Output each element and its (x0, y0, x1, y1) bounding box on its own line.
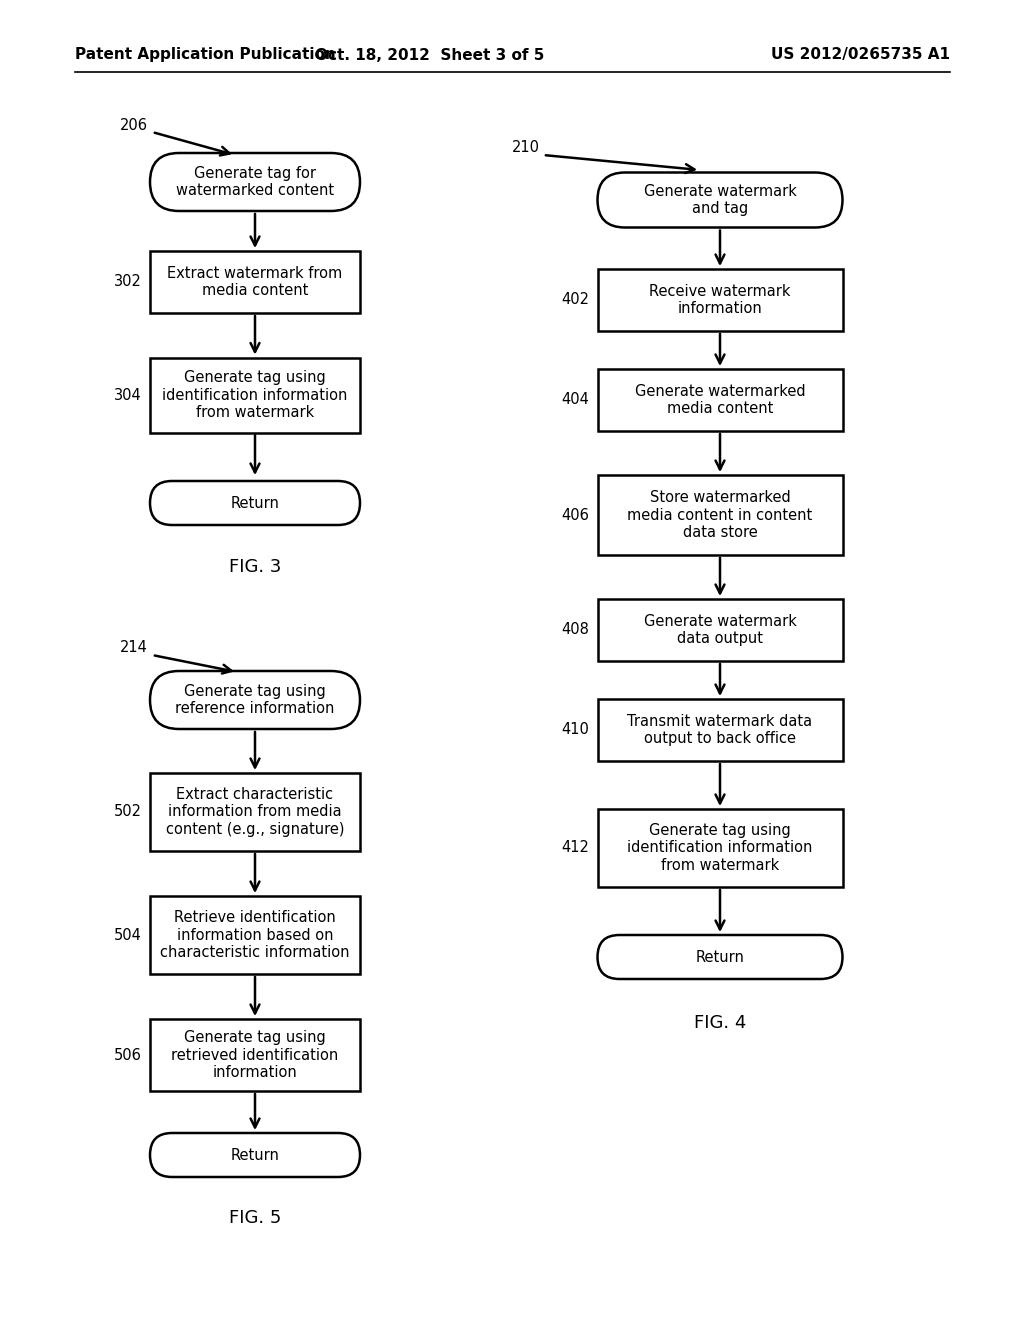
Bar (150, 896, 360, 974)
FancyBboxPatch shape (597, 935, 843, 979)
Text: Return: Return (230, 495, 280, 511)
Text: 408: 408 (561, 623, 590, 638)
Text: 504: 504 (114, 928, 142, 942)
Text: Generate watermarked
media content: Generate watermarked media content (635, 384, 805, 416)
Text: Store watermarked
media content in content
data store: Store watermarked media content in conte… (628, 490, 813, 540)
Bar (597, 269, 843, 331)
Bar (150, 774, 360, 851)
FancyBboxPatch shape (597, 173, 843, 227)
Text: FIG. 3: FIG. 3 (228, 558, 282, 576)
Text: Patent Application Publication: Patent Application Publication (75, 48, 336, 62)
Text: FIG. 5: FIG. 5 (228, 1209, 282, 1228)
Text: 506: 506 (114, 1048, 142, 1063)
Text: Retrieve identification
information based on
characteristic information: Retrieve identification information base… (160, 909, 350, 960)
Text: 412: 412 (561, 841, 590, 855)
Bar (597, 370, 843, 432)
Text: Generate tag using
identification information
from watermark: Generate tag using identification inform… (163, 370, 348, 420)
Text: Extract characteristic
information from media
content (e.g., signature): Extract characteristic information from … (166, 787, 344, 837)
Text: Return: Return (230, 1147, 280, 1163)
Text: 410: 410 (561, 722, 590, 738)
Text: US 2012/0265735 A1: US 2012/0265735 A1 (771, 48, 950, 62)
Bar (597, 809, 843, 887)
Text: Return: Return (695, 949, 744, 965)
Text: 210: 210 (512, 140, 540, 156)
Bar (150, 1019, 360, 1092)
Text: Generate watermark
data output: Generate watermark data output (643, 614, 797, 647)
Text: 214: 214 (120, 640, 148, 656)
Text: Extract watermark from
media content: Extract watermark from media content (167, 265, 343, 298)
Text: Generate watermark
and tag: Generate watermark and tag (643, 183, 797, 216)
Text: Generate tag using
identification information
from watermark: Generate tag using identification inform… (628, 824, 813, 873)
Text: 302: 302 (114, 275, 142, 289)
Bar (150, 251, 360, 313)
FancyBboxPatch shape (150, 480, 360, 525)
Bar (597, 599, 843, 661)
Text: 402: 402 (561, 293, 590, 308)
Bar (597, 700, 843, 762)
Text: 206: 206 (120, 117, 148, 132)
Text: Generate tag for
watermarked content: Generate tag for watermarked content (176, 166, 334, 198)
Text: 502: 502 (114, 804, 142, 820)
Text: 404: 404 (561, 392, 590, 408)
Bar (150, 358, 360, 433)
FancyBboxPatch shape (150, 1133, 360, 1177)
Text: Generate tag using
reference information: Generate tag using reference information (175, 684, 335, 717)
Text: 406: 406 (561, 507, 590, 523)
Text: Receive watermark
information: Receive watermark information (649, 284, 791, 317)
Bar (597, 475, 843, 554)
Text: Oct. 18, 2012  Sheet 3 of 5: Oct. 18, 2012 Sheet 3 of 5 (315, 48, 545, 62)
Text: 304: 304 (115, 388, 142, 403)
Text: Transmit watermark data
output to back office: Transmit watermark data output to back o… (628, 714, 813, 746)
FancyBboxPatch shape (150, 671, 360, 729)
FancyBboxPatch shape (150, 153, 360, 211)
Text: FIG. 4: FIG. 4 (694, 1014, 746, 1032)
Text: Generate tag using
retrieved identification
information: Generate tag using retrieved identificat… (171, 1030, 339, 1080)
